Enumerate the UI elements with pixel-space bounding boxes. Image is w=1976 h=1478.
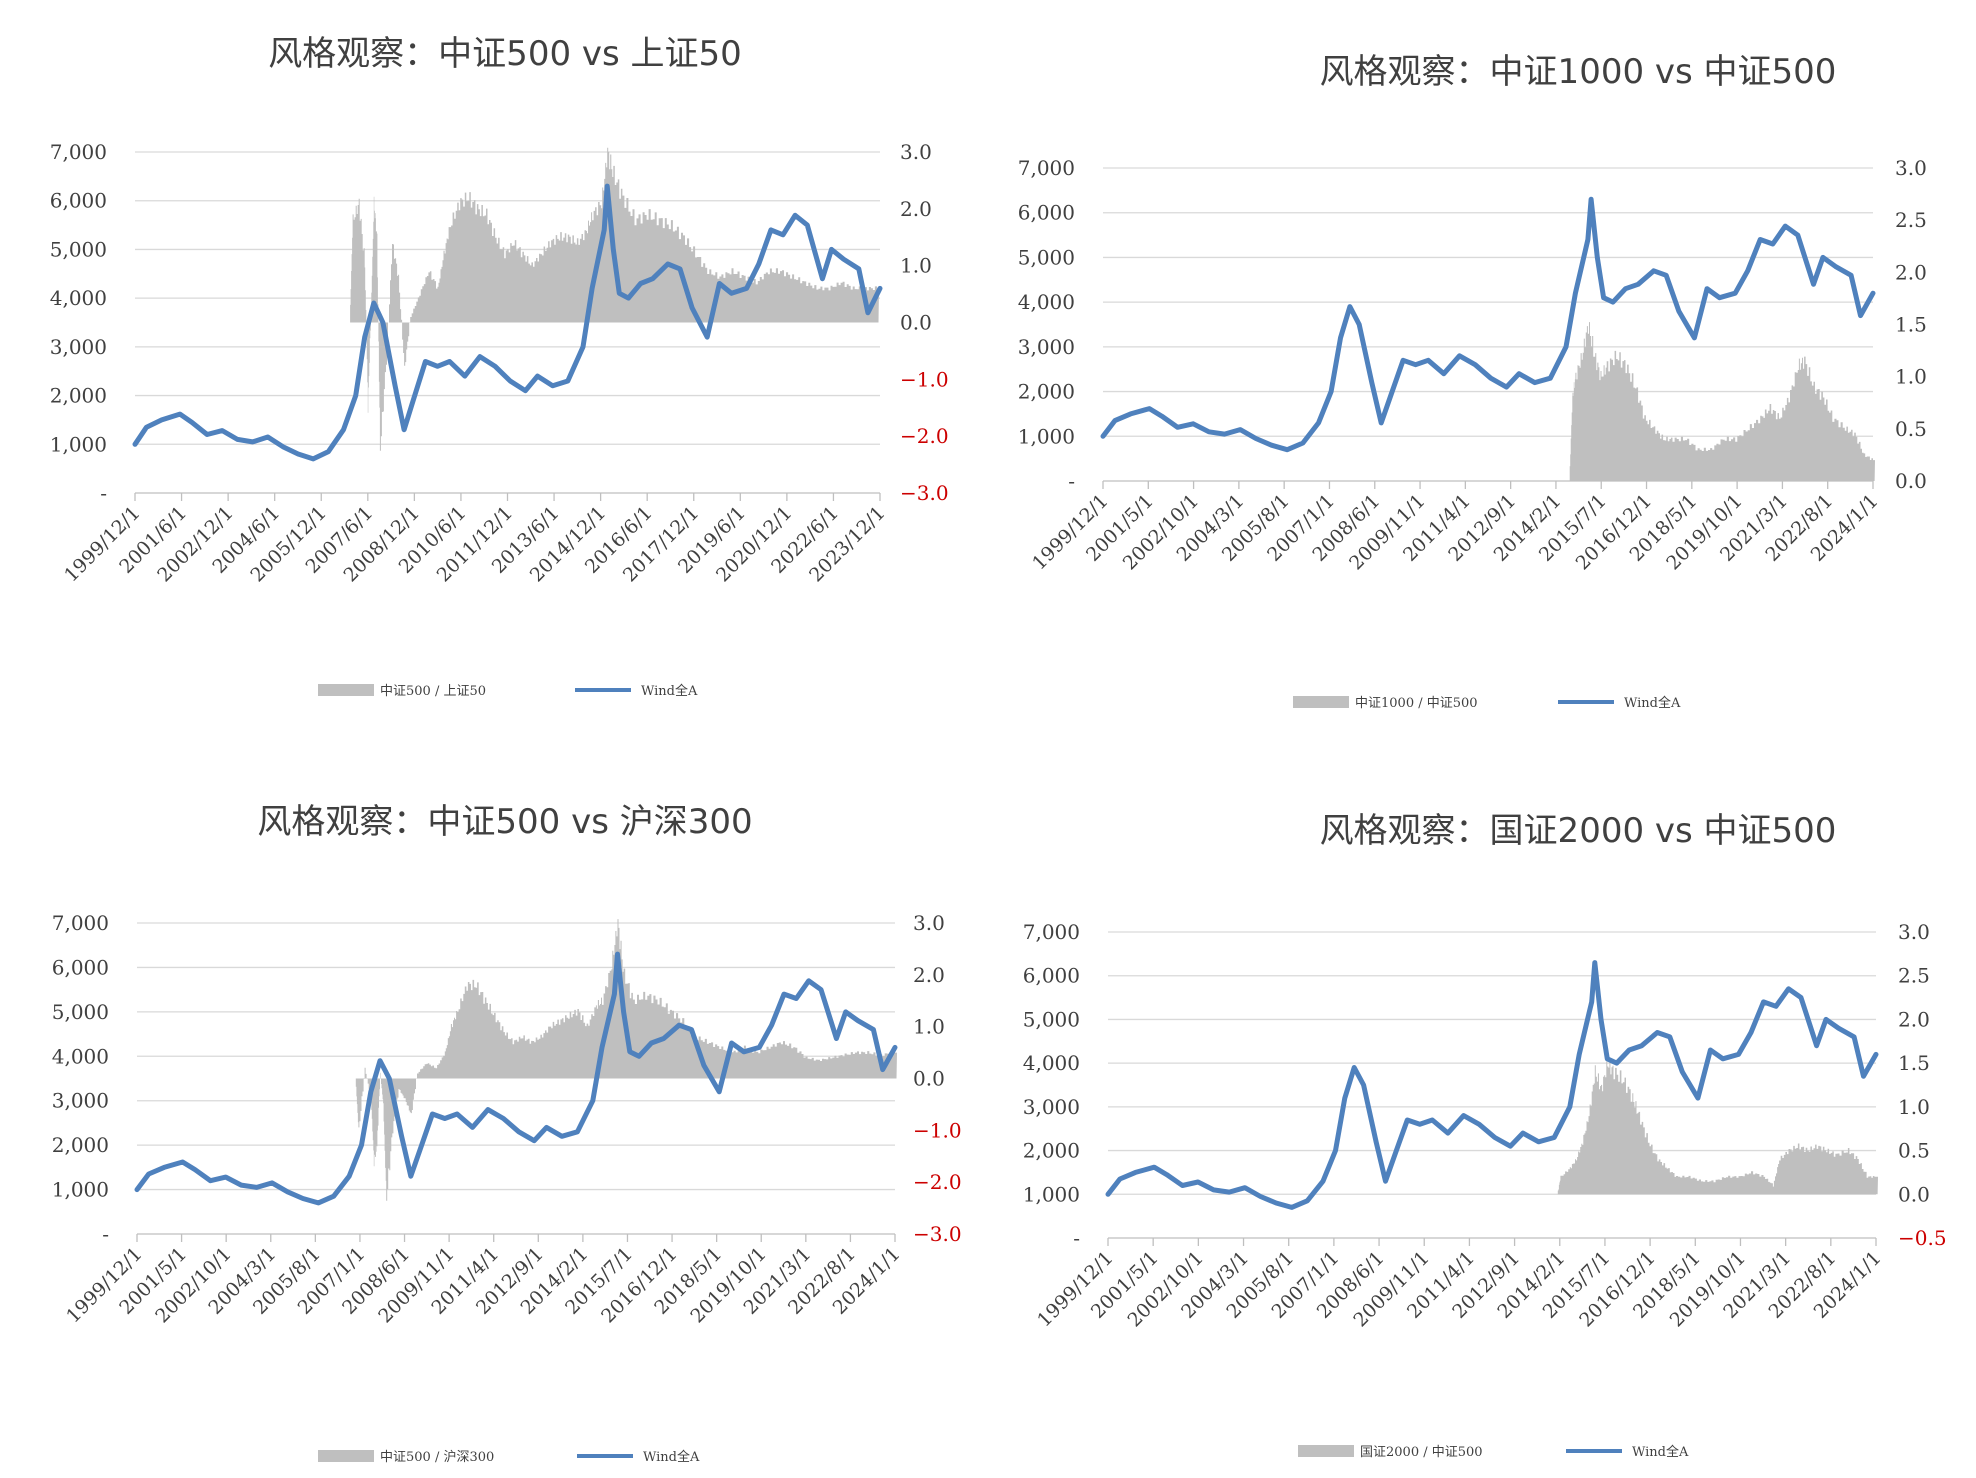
y-right-tick-label: 1.5 xyxy=(1895,313,1927,337)
chart-title: 风格观察：中证500 vs 上证50 xyxy=(268,34,742,74)
y-left-tick-label: - xyxy=(1068,469,1075,493)
y-left-tick-label: 5,000 xyxy=(50,237,107,261)
y-left-tick-label: 7,000 xyxy=(1018,156,1075,180)
y-right-tick-label: 3.0 xyxy=(1895,156,1927,180)
legend-bar-label: 中证500 / 上证50 xyxy=(380,684,486,699)
y-left-tick-label: - xyxy=(1073,1226,1080,1250)
y-left-tick-label: 3,000 xyxy=(1023,1095,1080,1119)
legend-line-label: Wind全A xyxy=(1632,1444,1689,1460)
y-left-tick-label: 4,000 xyxy=(50,286,107,310)
y-right-tick-label: 0.5 xyxy=(1895,417,1927,441)
y-left-tick-label: - xyxy=(102,1222,109,1246)
y-left-tick-label: 7,000 xyxy=(50,140,107,164)
y-right-tick-label: 3.0 xyxy=(900,140,932,164)
y-right-tick-label: −2.0 xyxy=(913,1170,962,1194)
y-left-tick-label: 3,000 xyxy=(1018,335,1075,359)
y-left-tick-label: 6,000 xyxy=(50,189,107,213)
legend-line-label: Wind全A xyxy=(643,1449,700,1465)
chart-svg: 风格观察：国证2000 vs 中证500 7,000 6,000 5,000 4,000… xyxy=(1023,811,1947,1460)
y-left-tick-label: 2,000 xyxy=(1023,1139,1080,1163)
legend: 中证1000 / 中证500 Wind全A xyxy=(1293,695,1681,711)
y-left-tick-label: 3,000 xyxy=(50,335,107,359)
y-left-tick-label: 6,000 xyxy=(1023,964,1080,988)
legend-bar-swatch xyxy=(1293,696,1349,708)
y-right-tick-label: −3.0 xyxy=(900,481,949,505)
y-right-tick-label: −2.0 xyxy=(900,424,949,448)
y-left-tick-label: 5,000 xyxy=(1023,1007,1080,1031)
y-right-tick-label: 2.0 xyxy=(1895,260,1927,284)
chart-title: 风格观察：中证1000 vs 中证500 xyxy=(1320,52,1837,92)
y-right-tick-label: 1.0 xyxy=(900,254,932,278)
chart-svg: 风格观察：中证1000 vs 中证500 7,000 6,000 5,000 4,000… xyxy=(1018,52,1927,711)
y-left-tick-label: 1,000 xyxy=(1023,1182,1080,1206)
legend-line-label: Wind全A xyxy=(1624,695,1681,711)
y-left-tick-label: 1,000 xyxy=(50,432,107,456)
y-right-tick-label: 0.0 xyxy=(1895,469,1927,493)
y-right-tick-label: 1.0 xyxy=(1895,365,1927,389)
y-left-tick-label: 1,000 xyxy=(52,1178,109,1202)
y-right-tick-label: 1.0 xyxy=(913,1015,945,1039)
legend-bar-label: 中证500 / 沪深300 xyxy=(380,1449,494,1465)
legend-bar-label: 国证2000 / 中证500 xyxy=(1360,1445,1483,1460)
line-series-wind-a xyxy=(1100,196,1876,453)
legend-bar-swatch xyxy=(318,684,374,696)
y-right-tick-label: −1.0 xyxy=(900,367,949,391)
line-series-wind-a xyxy=(1105,960,1879,1210)
y-left-tick-label: - xyxy=(100,481,107,505)
y-right-tick-label: −0.5 xyxy=(1898,1226,1947,1250)
chart-panel-csi1000-vs-csi500: 风格观察：中证1000 vs 中证500 7,000 6,000 5,000 4,000… xyxy=(988,0,1976,739)
legend-bar-swatch xyxy=(1298,1445,1354,1457)
y-left-tick-label: 7,000 xyxy=(52,911,109,935)
y-right-tick-label: 2.5 xyxy=(1895,208,1927,232)
y-right-tick-label: 1.5 xyxy=(1898,1051,1930,1075)
legend-bar-label: 中证1000 / 中证500 xyxy=(1355,696,1478,711)
chart-panel-cni2000-vs-csi500: 风格观察：国证2000 vs 中证500 7,000 6,000 5,000 4,000… xyxy=(988,739,1976,1478)
chart-svg: 风格观察：中证500 vs 上证50 7,000 6,000 5,000 4,000 3,… xyxy=(50,34,949,699)
y-right-tick-label: 0.0 xyxy=(1898,1182,1930,1206)
legend: 国证2000 / 中证500 Wind全A xyxy=(1298,1444,1689,1460)
y-left-tick-label: 6,000 xyxy=(52,955,109,979)
y-left-tick-label: 5,000 xyxy=(1018,245,1075,269)
y-left-tick-label: 5,000 xyxy=(52,1000,109,1024)
chart-panel-csi500-vs-sse50: 风格观察：中证500 vs 上证50 7,000 6,000 5,000 4,000 3,… xyxy=(0,0,988,739)
y-left-tick-label: 1,000 xyxy=(1018,424,1075,448)
y-right-tick-label: 2.0 xyxy=(913,963,945,987)
y-left-tick-label: 3,000 xyxy=(52,1089,109,1113)
bar-series-area xyxy=(349,147,880,451)
y-right-tick-label: 2.0 xyxy=(1898,1007,1930,1031)
line-series-wind-a xyxy=(132,183,883,462)
y-right-tick-label: 0.0 xyxy=(900,311,932,335)
y-right-tick-label: 0.5 xyxy=(1898,1139,1930,1163)
y-right-tick-label: 0.0 xyxy=(913,1067,945,1091)
y-left-tick-label: 6,000 xyxy=(1018,201,1075,225)
legend-bar-swatch xyxy=(318,1450,374,1462)
legend: 中证500 / 上证50 Wind全A xyxy=(318,683,698,699)
y-left-tick-label: 2,000 xyxy=(1018,380,1075,404)
bar-series-area xyxy=(355,919,897,1201)
y-right-tick-label: 2.0 xyxy=(900,197,932,221)
y-right-tick-label: 1.0 xyxy=(1898,1095,1930,1119)
bar-series-area xyxy=(1569,322,1875,481)
chart-title: 风格观察：国证2000 vs 中证500 xyxy=(1320,811,1837,851)
y-right-tick-label: −1.0 xyxy=(913,1118,962,1142)
y-right-tick-label: 3.0 xyxy=(913,911,945,935)
chart-panel-csi500-vs-csi300: 风格观察：中证500 vs 沪深300 7,000 6,000 5,000 4,000 3… xyxy=(0,739,988,1478)
y-right-tick-label: −3.0 xyxy=(913,1222,962,1246)
bar-series-area xyxy=(1557,1058,1878,1195)
chart-svg: 风格观察：中证500 vs 沪深300 7,000 6,000 5,000 4,000 3… xyxy=(52,802,962,1465)
y-left-tick-label: 2,000 xyxy=(50,384,107,408)
chart-title: 风格观察：中证500 vs 沪深300 xyxy=(257,802,752,842)
y-left-tick-label: 2,000 xyxy=(52,1133,109,1157)
y-left-tick-label: 4,000 xyxy=(1018,290,1075,314)
y-left-tick-label: 4,000 xyxy=(1023,1051,1080,1075)
y-left-tick-label: 7,000 xyxy=(1023,920,1080,944)
y-right-tick-label: 2.5 xyxy=(1898,964,1930,988)
line-series-wind-a xyxy=(134,951,898,1206)
y-right-tick-label: 3.0 xyxy=(1898,920,1930,944)
y-left-tick-label: 4,000 xyxy=(52,1044,109,1068)
legend-line-label: Wind全A xyxy=(641,683,698,699)
legend: 中证500 / 沪深300 Wind全A xyxy=(318,1449,700,1465)
